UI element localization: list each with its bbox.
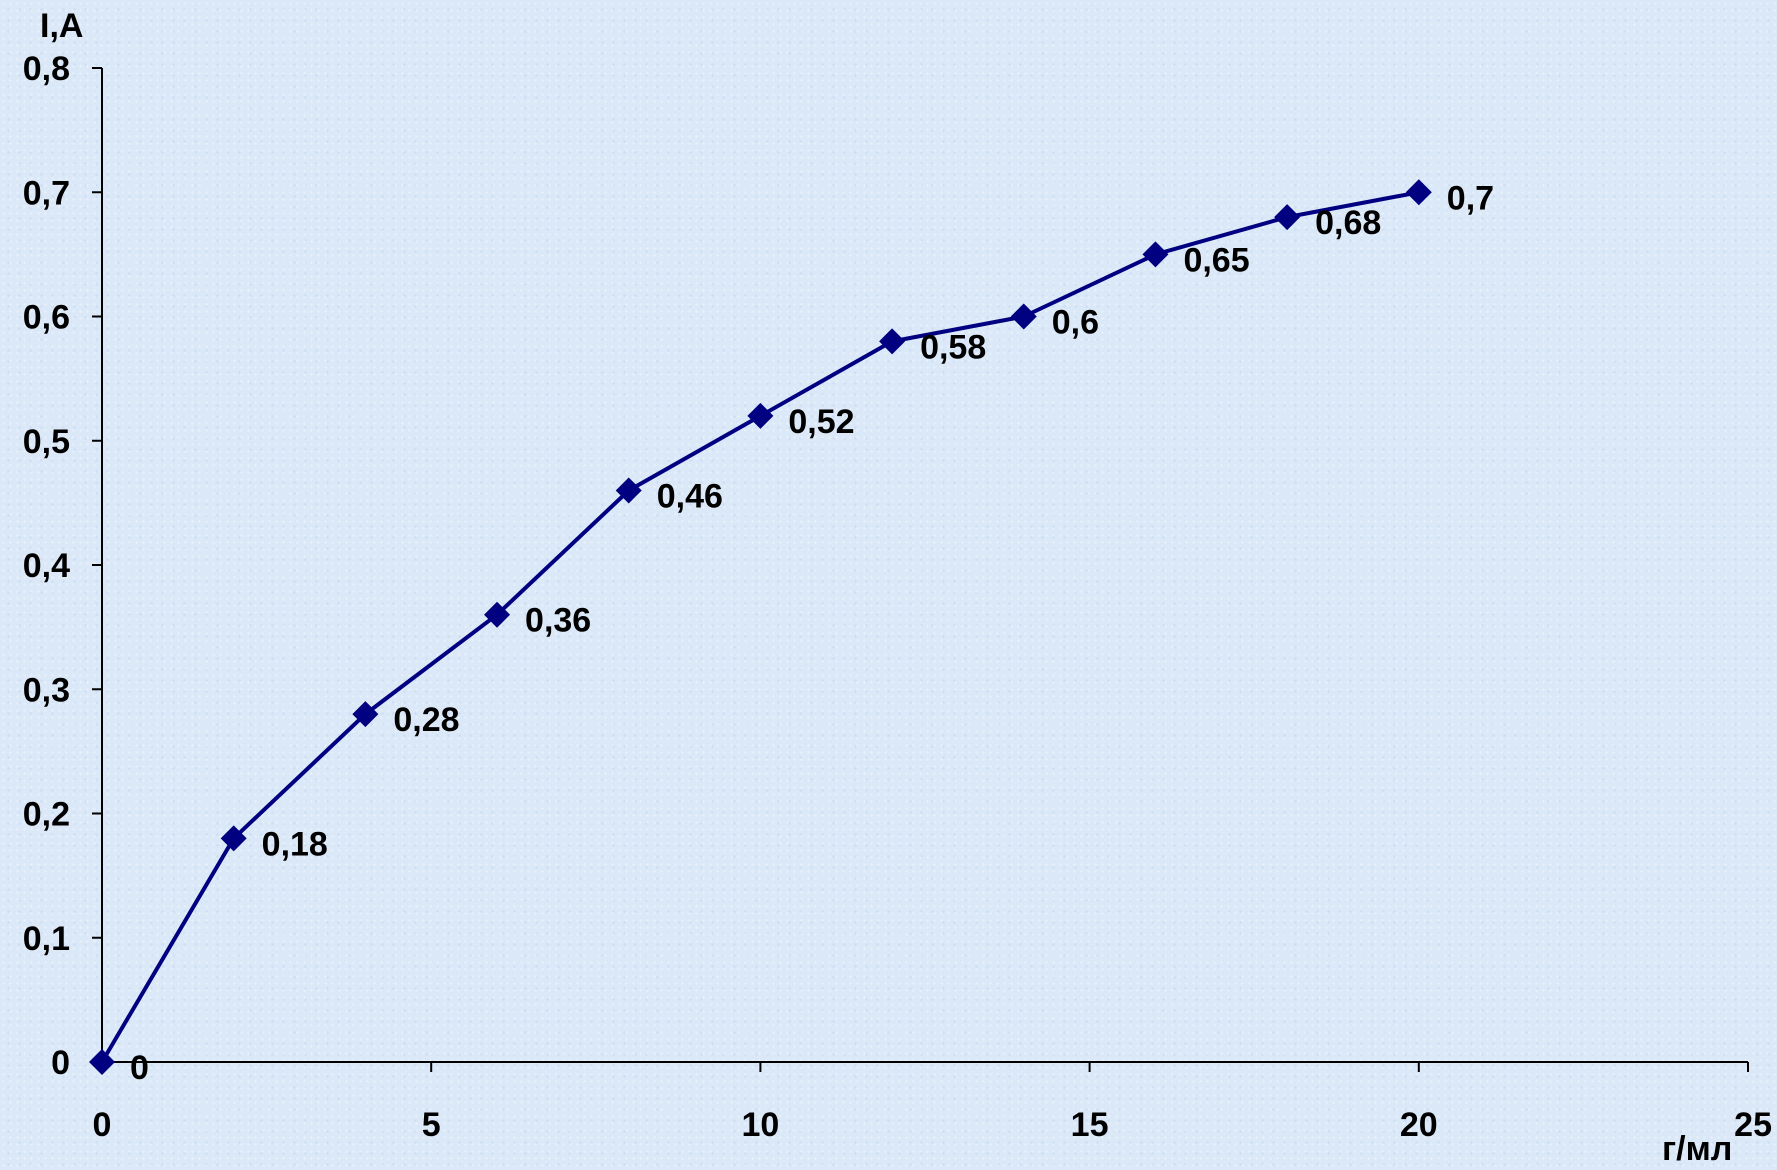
- data-point-marker: [879, 328, 906, 355]
- data-label: 0,65: [1183, 241, 1249, 279]
- data-point-marker: [484, 601, 511, 628]
- data-point-marker: [615, 477, 642, 504]
- data-label: 0: [130, 1049, 149, 1087]
- y-axis-ticks: 0 0,1 0,2 0,3 0,4 0,5 0,6 0,7 0,8: [23, 50, 102, 1082]
- y-tick-label: 0,5: [23, 423, 70, 461]
- y-tick-label: 0,2: [23, 796, 70, 834]
- data-label: 0,58: [920, 328, 986, 366]
- data-point-marker: [1142, 241, 1169, 268]
- data-label: 0,7: [1447, 179, 1494, 217]
- x-tick-label: 0: [93, 1106, 112, 1144]
- data-label: 0,46: [657, 477, 723, 515]
- x-tick-label: 15: [1071, 1106, 1109, 1144]
- y-tick-label: 0,4: [23, 547, 70, 585]
- y-axis-title: I,A: [40, 7, 83, 45]
- data-label: 0,52: [788, 403, 854, 441]
- data-label: 0,68: [1315, 204, 1381, 242]
- data-point-marker: [352, 701, 379, 728]
- y-tick-label: 0: [51, 1044, 70, 1082]
- data-point-marker: [89, 1049, 115, 1075]
- series-group: [89, 179, 1432, 1075]
- y-tick-label: 0,1: [23, 920, 70, 958]
- data-point-marker: [220, 825, 247, 852]
- data-label: 0,28: [393, 701, 459, 739]
- x-tick-label: 20: [1400, 1106, 1438, 1144]
- series-line: [100, 190, 1420, 1064]
- data-label: 0,36: [525, 602, 591, 640]
- x-tick-label: 25: [1734, 1106, 1772, 1144]
- data-point-marker: [1010, 303, 1037, 330]
- x-axis-title: г/мл: [1662, 1130, 1732, 1165]
- data-point-marker: [1405, 179, 1432, 206]
- y-tick-label: 0,3: [23, 671, 70, 709]
- y-tick-label: 0,6: [23, 299, 70, 337]
- x-tick-label: 10: [741, 1106, 779, 1144]
- x-axis-ticks: 0 5 10 15 20 25: [93, 1062, 1772, 1144]
- y-tick-label: 0,7: [23, 174, 70, 212]
- data-label: 0,18: [262, 825, 328, 863]
- x-tick-label: 5: [422, 1106, 441, 1144]
- data-label: 0,6: [1052, 304, 1099, 342]
- y-tick-label: 0,8: [23, 50, 70, 88]
- data-point-marker: [1274, 204, 1301, 231]
- data-point-marker: [747, 402, 774, 429]
- data-labels-group: 0 0,18 0,28 0,36 0,46 0,52 0,58 0,6 0,65 0,68 0,7: [130, 179, 1494, 1087]
